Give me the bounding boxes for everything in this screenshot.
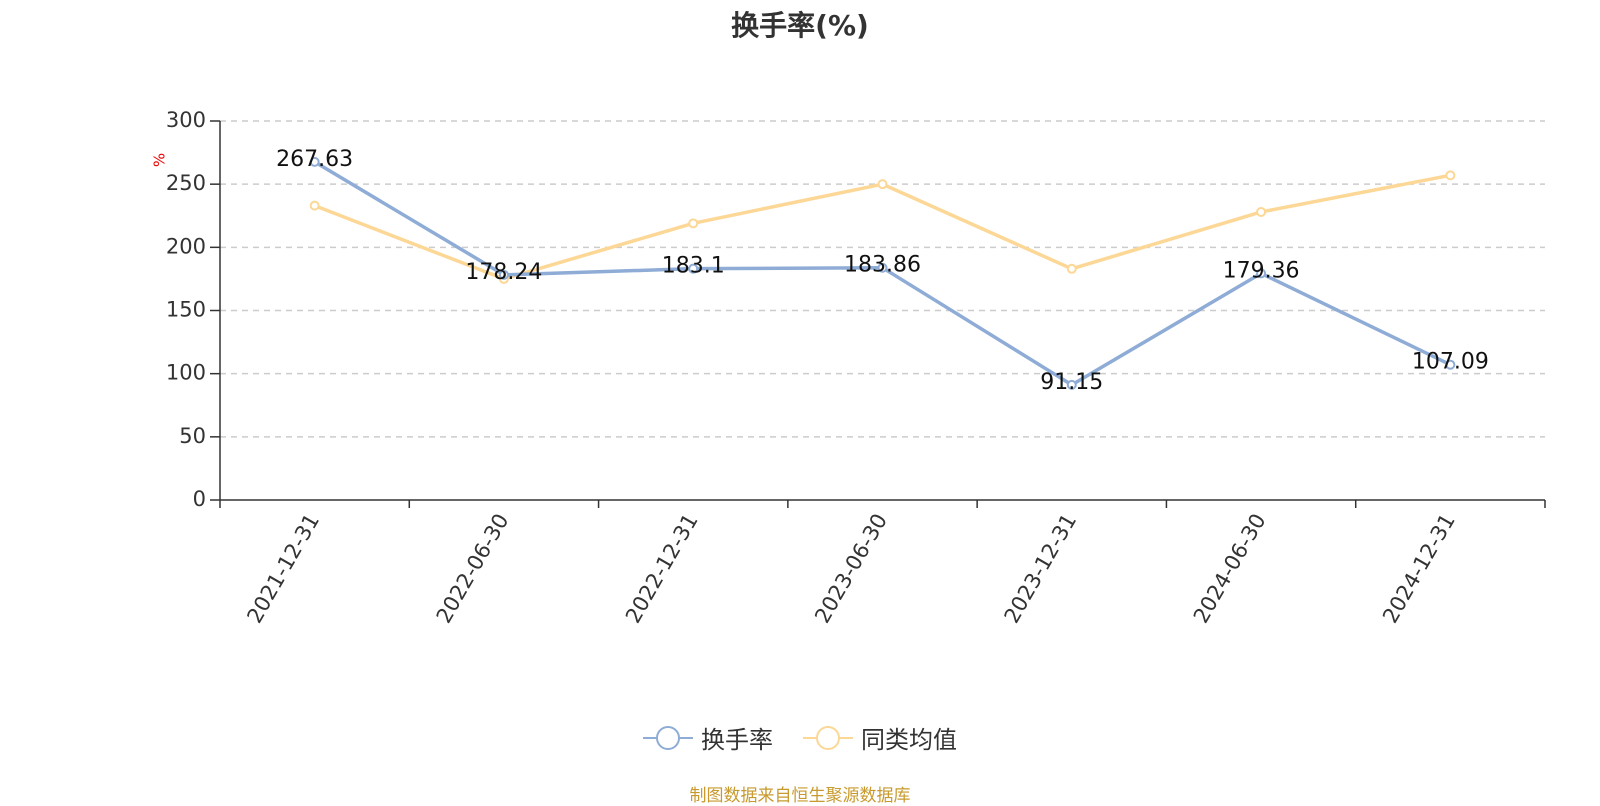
data-point-turnover	[498, 269, 509, 280]
data-point-turnover	[1256, 268, 1267, 279]
data-label: 91.15	[1040, 370, 1103, 395]
data-point-peer-average	[1256, 206, 1267, 217]
x-tick-label: 2022-06-30	[432, 510, 514, 628]
legend-swatch-peer-average-icon	[803, 725, 853, 750]
x-axis: 2021-12-31 2022-06-30 2022-12-31 2023-06-30…	[219, 499, 1546, 628]
data-point-peer-average	[1066, 263, 1077, 274]
x-tick-label: 2022-12-31	[621, 510, 703, 628]
legend-swatch-turnover-icon	[643, 725, 693, 750]
data-label: 178.24	[465, 260, 542, 285]
data-point-peer-average	[688, 218, 699, 229]
x-tick-label: 2024-12-31	[1378, 510, 1460, 628]
series-layer: 267.63 178.24 183.1 183.86 91.15 179.36 107.09	[276, 147, 1489, 395]
data-point-turnover	[309, 156, 320, 167]
y-tick-label: 100	[166, 361, 206, 385]
y-tick-label: 200	[166, 234, 206, 258]
y-tick-label: 0	[193, 487, 206, 511]
data-label: 107.09	[1412, 350, 1489, 375]
x-tick-label: 2023-12-31	[1000, 510, 1082, 628]
legend-label-peer-average: 同类均值	[861, 726, 957, 754]
data-label: 267.63	[276, 147, 353, 172]
data-label: 179.36	[1223, 258, 1300, 283]
legend-item-turnover[interactable]: 换手率	[643, 720, 773, 755]
x-tick-label: 2021-12-31	[242, 510, 324, 628]
x-tick-label: 2023-06-30	[810, 510, 892, 628]
x-tick-label: 2024-06-30	[1189, 510, 1271, 628]
data-point-turnover	[688, 263, 699, 274]
legend-item-peer-average[interactable]: 同类均值	[803, 720, 957, 755]
data-point-peer-average	[877, 179, 888, 190]
data-point-turnover	[877, 262, 888, 273]
legend-label-turnover: 换手率	[701, 726, 773, 754]
chart-title: 换手率(%)	[731, 9, 869, 42]
y-axis-unit-label: %	[151, 153, 169, 167]
data-label: 183.1	[662, 254, 725, 279]
legend: 换手率 同类均值	[0, 720, 1600, 755]
data-point-peer-average	[309, 200, 320, 211]
y-axis: 0 50 100 150 200 250 300	[166, 108, 221, 511]
y-tick-label: 50	[179, 424, 206, 448]
data-point-peer-average	[1445, 170, 1456, 181]
data-point-turnover	[1066, 379, 1077, 390]
grid-lines	[220, 120, 1545, 438]
data-label: 183.86	[844, 253, 921, 278]
y-tick-label: 150	[166, 298, 206, 322]
y-tick-label: 300	[166, 108, 206, 132]
data-point-turnover	[1445, 359, 1456, 370]
y-tick-label: 250	[166, 171, 206, 195]
source-note: 制图数据来自恒生聚源数据库	[689, 786, 911, 806]
